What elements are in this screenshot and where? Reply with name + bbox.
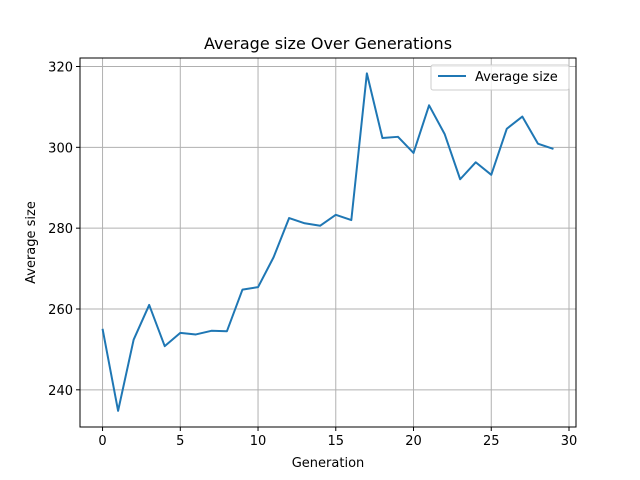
x-tick-label: 15 [328, 434, 345, 449]
data-point [102, 328, 104, 330]
data-point [257, 286, 259, 288]
data-point [366, 72, 368, 74]
data-point [444, 133, 446, 135]
data-point [335, 214, 337, 216]
x-tick-label: 30 [561, 434, 578, 449]
y-tick-label: 300 [48, 141, 73, 156]
data-point [381, 137, 383, 139]
y-axis-label: Average size [24, 201, 39, 284]
chart-title: Average size Over Generations [204, 34, 452, 53]
legend: Average size [430, 64, 570, 91]
y-tick-label: 240 [48, 384, 73, 399]
x-tick-label: 25 [483, 434, 500, 449]
y-tick-label: 320 [48, 60, 73, 75]
axes-frame [79, 57, 577, 428]
data-point [210, 330, 212, 332]
data-point [179, 332, 181, 334]
data-point [490, 174, 492, 176]
data-point [521, 116, 523, 118]
x-axis-label: Generation [292, 456, 365, 471]
data-point [475, 161, 477, 163]
data-point [428, 104, 430, 106]
data-point [117, 410, 119, 412]
grid [80, 58, 576, 427]
data-point [459, 178, 461, 180]
data-point [319, 225, 321, 227]
data-point [164, 345, 166, 347]
data-point [304, 222, 306, 224]
x-tick-label: 20 [405, 434, 422, 449]
data-point [552, 148, 554, 150]
series-line [101, 72, 554, 412]
data-point [506, 128, 508, 130]
y-tick-label: 280 [48, 222, 73, 237]
legend-frame [430, 64, 570, 91]
x-tick-label: 10 [250, 434, 267, 449]
plot-area [101, 72, 554, 412]
data-point [350, 219, 352, 221]
data-point [148, 304, 150, 306]
data-point [273, 256, 275, 258]
y-tick-label: 260 [48, 303, 73, 318]
data-point [397, 136, 399, 138]
y-axis: 240 260 280 300 320 [48, 60, 80, 399]
data-point [133, 339, 135, 341]
x-tick-label: 5 [176, 434, 184, 449]
data-point [241, 289, 243, 291]
x-tick-label: 0 [98, 434, 106, 449]
x-axis: 0 5 10 15 20 25 30 [98, 427, 577, 449]
data-point [288, 217, 290, 219]
legend-label: Average size [475, 70, 558, 85]
data-point [226, 330, 228, 332]
data-point [537, 143, 539, 145]
data-point [413, 152, 415, 154]
data-point [195, 333, 197, 335]
